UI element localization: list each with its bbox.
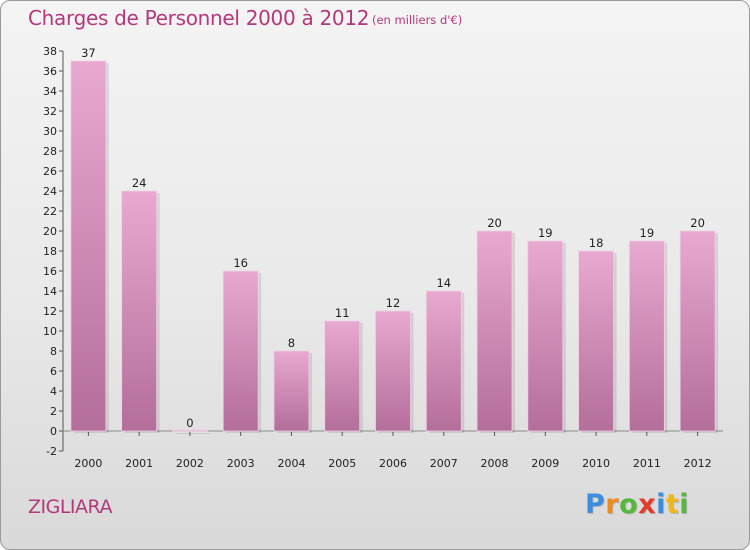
logo-letter: P	[585, 489, 606, 520]
data-label: 14	[436, 276, 451, 290]
bar-2001	[121, 190, 158, 432]
logo-letter: r	[605, 489, 620, 520]
chart-bars	[70, 60, 719, 434]
x-tick-label: 2010	[582, 457, 610, 470]
y-tick-label: 34	[43, 85, 57, 98]
bar-2002	[172, 429, 208, 432]
y-tick-label: 8	[50, 345, 57, 358]
data-label: 8	[288, 336, 295, 350]
y-tick-label: 14	[43, 285, 57, 298]
y-tick-label: 10	[43, 325, 57, 338]
y-tick-label: 0	[50, 425, 57, 438]
x-tick-label: 2001	[125, 457, 153, 470]
bar-2004	[273, 350, 310, 432]
logo-letter: i	[679, 489, 690, 520]
y-tick-label: 20	[43, 225, 57, 238]
chart-subtitle: (en milliers d'€)	[372, 13, 463, 27]
logo-letter: x	[638, 489, 657, 520]
x-tick-label: 2002	[176, 457, 204, 470]
x-tick-label: 2000	[74, 457, 102, 470]
y-tick-label: 32	[43, 105, 57, 118]
x-tick-label: 2003	[227, 457, 255, 470]
proxiti-logo[interactable]: Proxiti	[585, 489, 689, 520]
y-tick-label: 22	[43, 205, 57, 218]
chart-title: Charges de Personnel 2000 à 2012	[28, 6, 370, 30]
y-tick-label: 12	[43, 305, 57, 318]
logo-letter: i	[656, 489, 666, 520]
x-tick-label: 2005	[328, 457, 356, 470]
y-tick-label: -2	[46, 445, 57, 458]
y-tick-label: 16	[43, 265, 57, 278]
data-label: 24	[132, 176, 147, 190]
commune-name: ZIGLIARA	[28, 496, 112, 518]
y-tick-label: 30	[43, 125, 57, 138]
y-tick-label: 28	[43, 145, 57, 158]
y-tick-label: 36	[43, 65, 57, 78]
y-tick-label: 4	[50, 385, 57, 398]
y-tick-label: 24	[43, 185, 57, 198]
data-label: 20	[487, 216, 502, 230]
y-tick-label: 26	[43, 165, 57, 178]
bar-2006	[375, 310, 411, 432]
bar-2005	[324, 320, 361, 432]
chart-labels: 37 2000 24 2001 0 2002 16 2003 8 2004 11 2005 12 2006…	[74, 46, 711, 470]
y-tick-label: 18	[43, 245, 57, 258]
bar-2007	[425, 290, 462, 432]
data-label: 16	[233, 256, 248, 270]
data-label: 20	[690, 216, 705, 230]
x-tick-label: 2006	[379, 457, 407, 470]
data-label: 12	[386, 296, 401, 310]
bar-2010	[578, 250, 614, 432]
x-tick-label: 2012	[684, 457, 712, 470]
bar-shadow	[175, 433, 211, 434]
bar-2011	[628, 240, 665, 432]
bar-2008	[476, 230, 513, 432]
y-tick-label: 2	[50, 405, 57, 418]
logo-letter: t	[665, 489, 680, 520]
y-tick-label: 38	[43, 45, 57, 58]
logo-letter: o	[619, 489, 639, 520]
x-tick-label: 2009	[531, 457, 559, 470]
data-label: 11	[335, 306, 350, 320]
bar-2012	[679, 230, 716, 432]
x-tick-label: 2011	[633, 457, 661, 470]
data-label: 19	[640, 226, 655, 240]
bar-2003	[222, 270, 259, 432]
bar-2000	[70, 60, 107, 432]
data-label: 0	[186, 416, 193, 430]
x-tick-label: 2004	[277, 457, 305, 470]
x-tick-label: 2008	[481, 457, 509, 470]
data-label: 37	[81, 46, 96, 60]
bar-2009	[527, 240, 564, 432]
data-label: 18	[589, 236, 604, 250]
x-tick-label: 2007	[430, 457, 458, 470]
data-label: 19	[538, 226, 553, 240]
y-tick-label: 6	[50, 365, 57, 378]
